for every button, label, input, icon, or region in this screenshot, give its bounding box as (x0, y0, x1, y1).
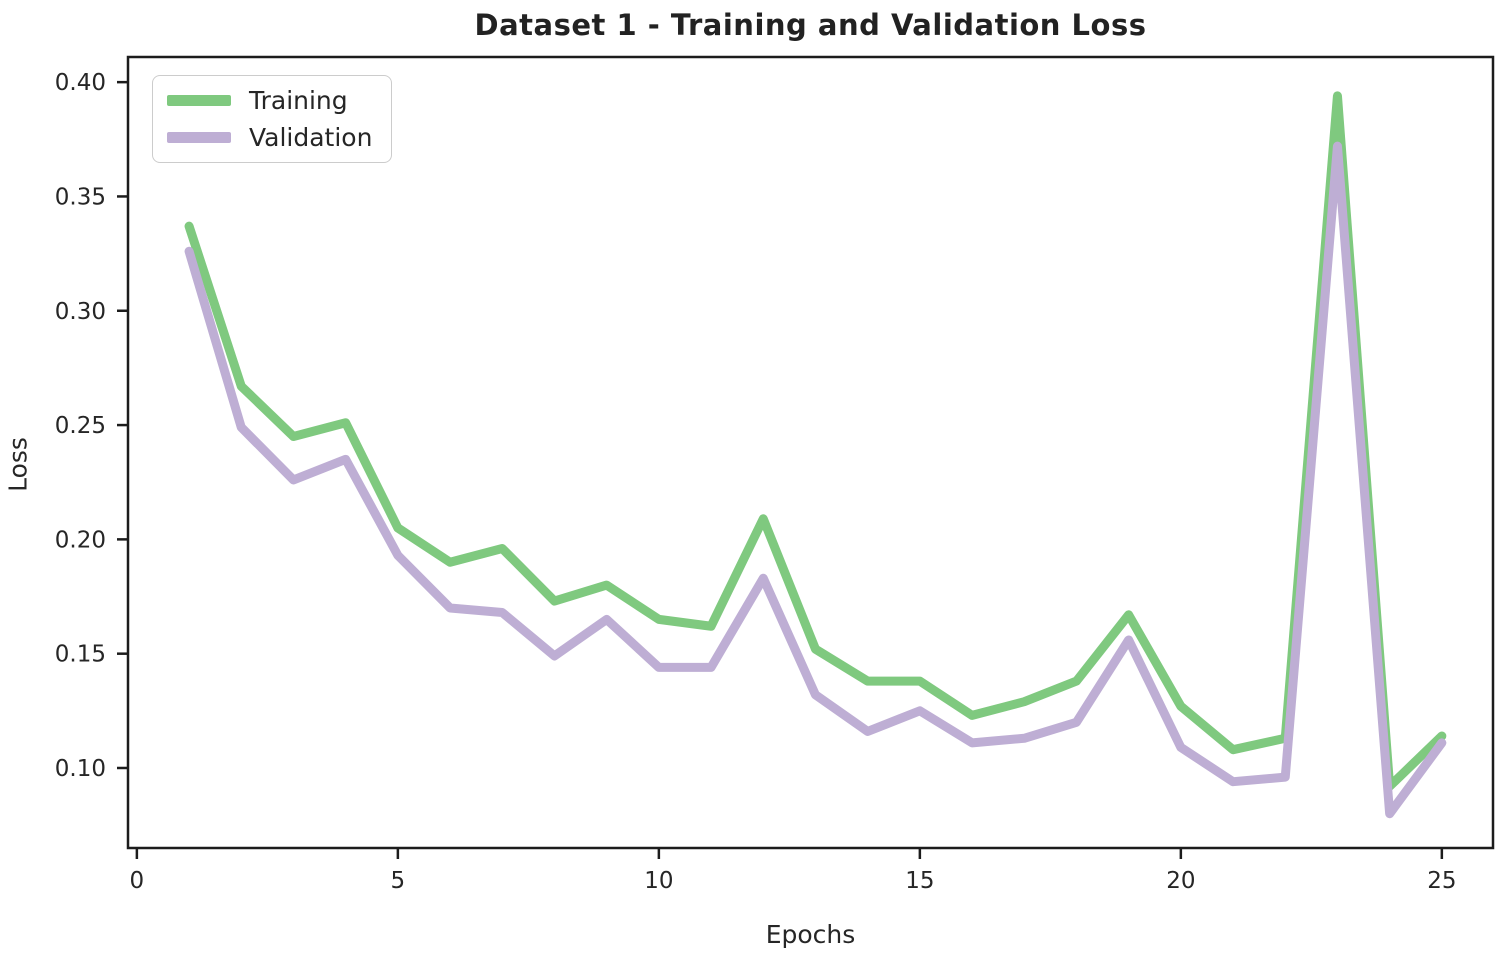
training-line-swatch (167, 95, 231, 106)
chart-title: Dataset 1 - Training and Validation Loss (474, 8, 1147, 42)
validation-line-swatch (167, 132, 231, 143)
x-tick-label: 15 (905, 868, 934, 894)
y-tick-label: 0.35 (55, 184, 106, 210)
legend-item-validation: Validation (167, 125, 377, 150)
y-tick-label: 0.20 (55, 527, 106, 553)
training-line (184, 91, 1447, 791)
x-tick-label: 5 (391, 868, 406, 894)
x-tick-label: 10 (644, 868, 673, 894)
legend-label-validation: Validation (249, 123, 373, 152)
y-tick-label: 0.15 (55, 642, 106, 668)
x-axis-label: Epochs (765, 920, 856, 949)
y-tick-label: 0.30 (55, 299, 106, 325)
x-tick-label: 25 (1427, 868, 1456, 894)
axes-spines (126, 55, 1495, 850)
validation-line (184, 141, 1447, 819)
x-tick-label: 20 (1166, 868, 1195, 894)
legend: Training Validation (152, 75, 392, 163)
y-tick-label: 0.25 (55, 413, 106, 439)
legend-label-training: Training (249, 86, 348, 115)
x-tick-label: 0 (130, 868, 145, 894)
legend-item-training: Training (167, 88, 377, 113)
y-tick-label: 0.40 (55, 70, 106, 96)
y-tick-label: 0.10 (55, 756, 106, 782)
